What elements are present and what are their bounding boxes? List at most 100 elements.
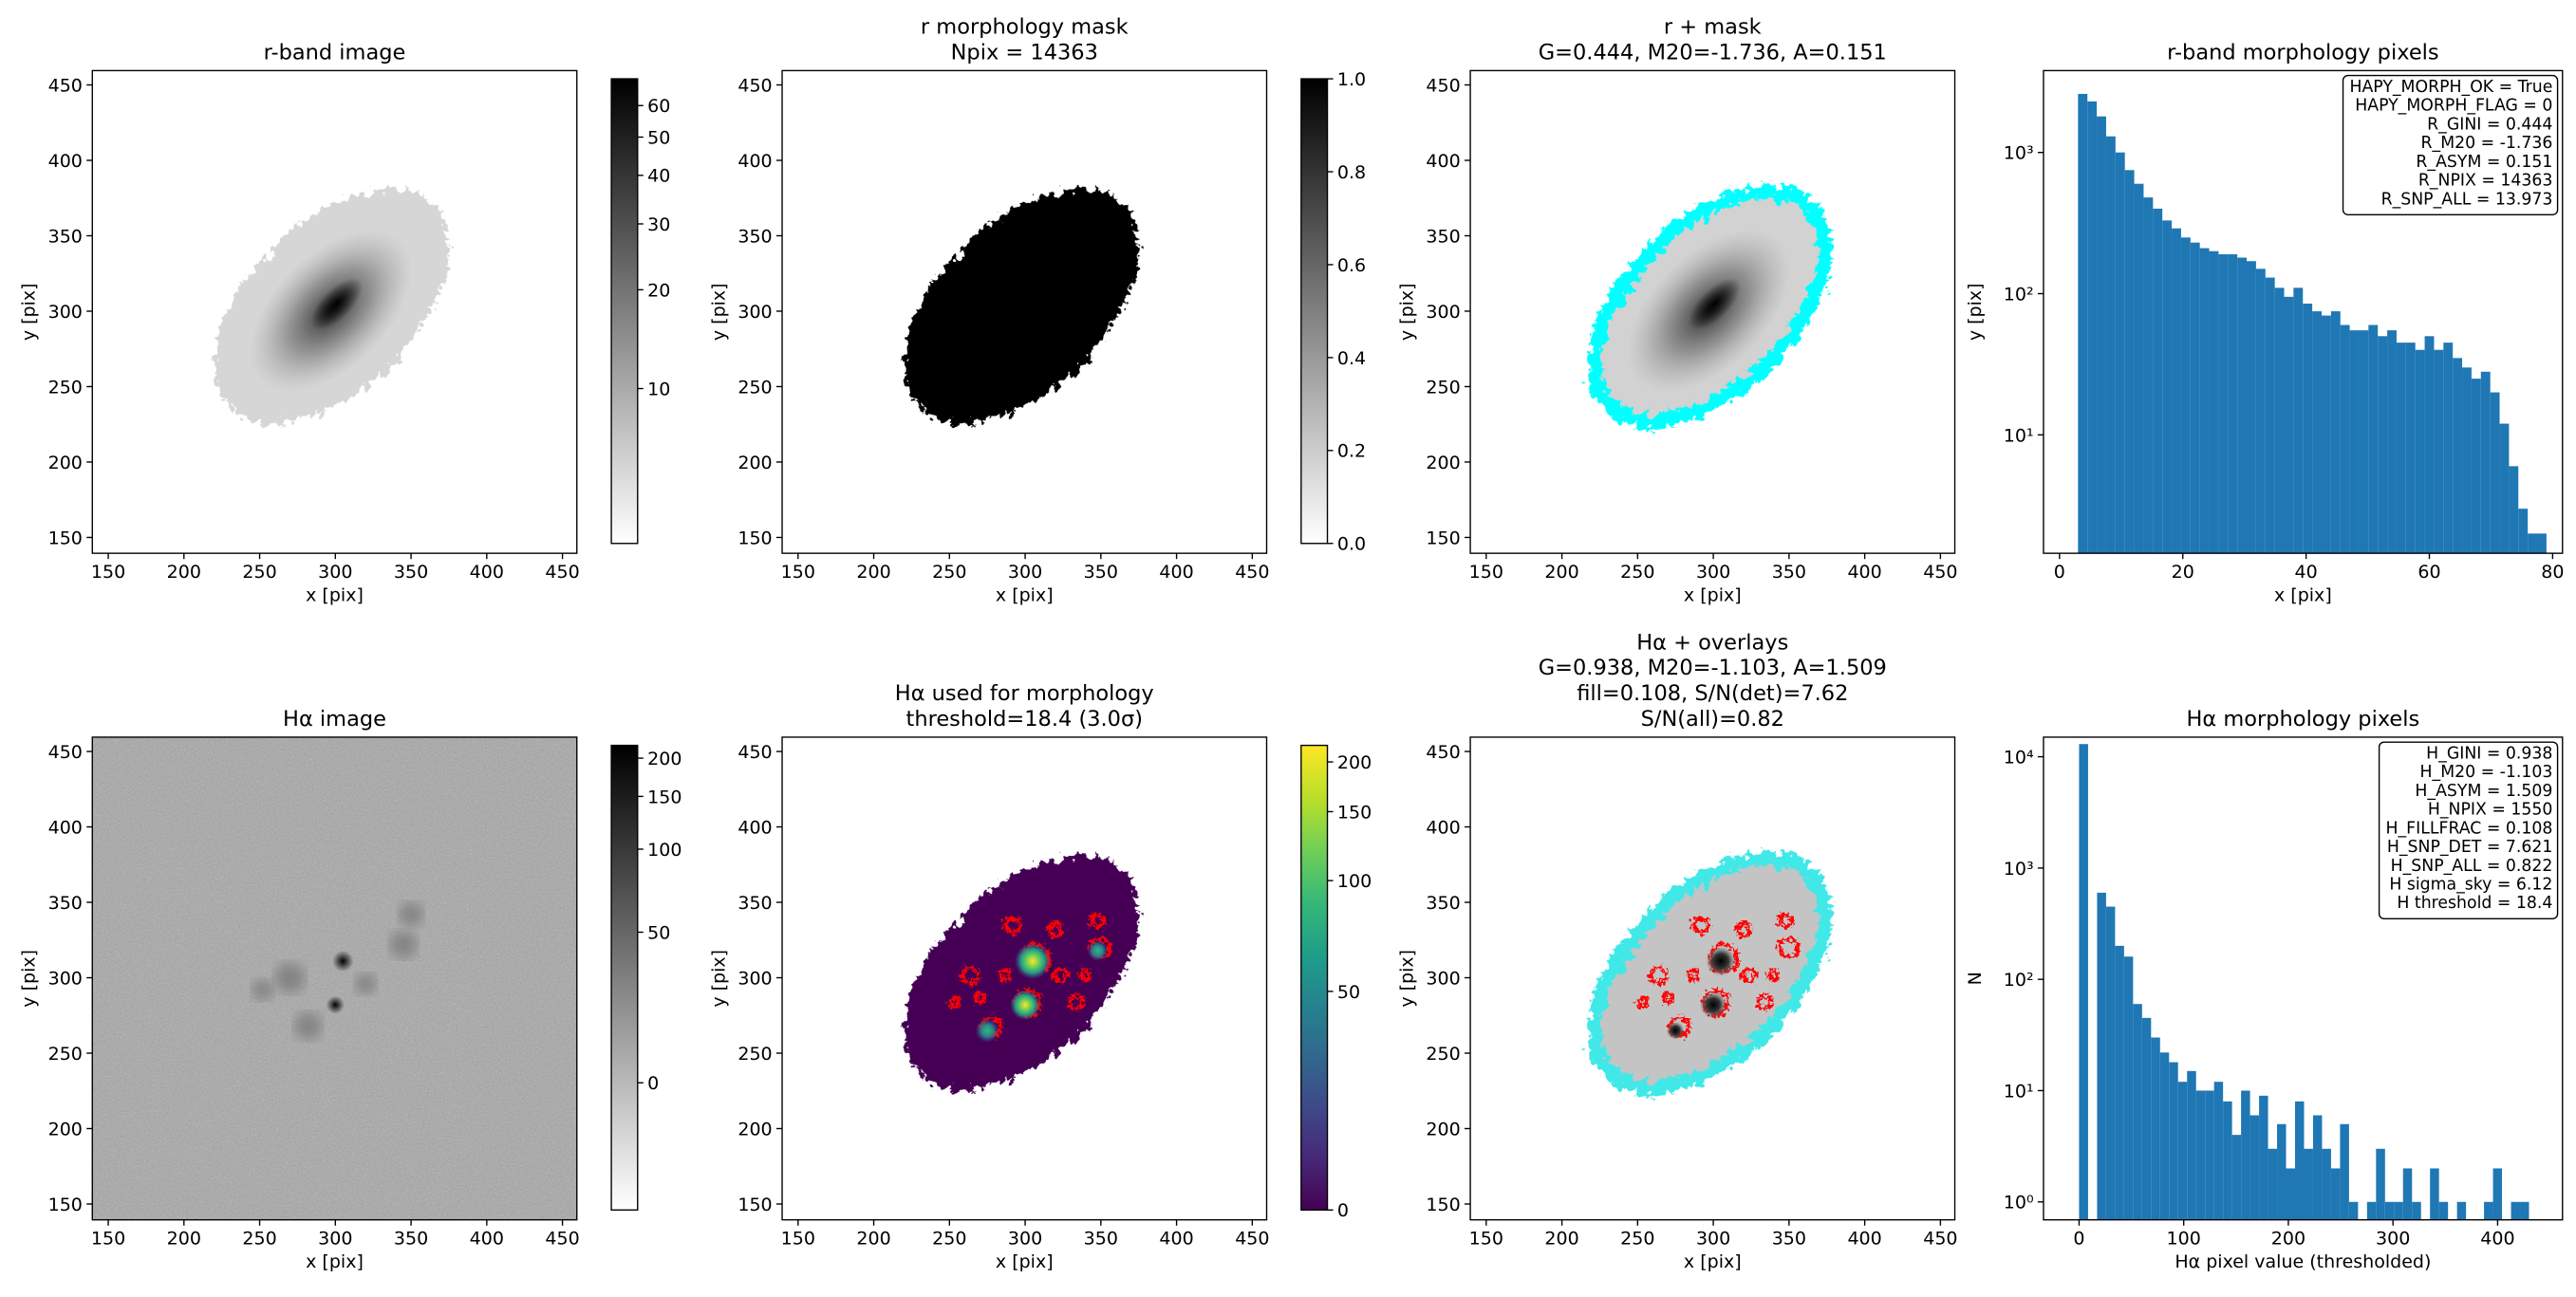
panel-title: threshold=18.4 (3.0σ) [906,707,1144,732]
panel-title: Hα image [283,707,386,732]
x-tick-label: 300 [1696,1229,1730,1250]
y-tick-label: 350 [1426,226,1460,247]
bar [2537,533,2547,554]
overlay-region [1732,924,1749,941]
stats-line: H_GINI = 0.938 [2426,744,2552,763]
x-tick-label: 300 [1696,562,1730,583]
x-tick-label: 300 [2376,1229,2410,1250]
galaxy-region [905,861,1140,1095]
x-tick-label: 150 [91,562,125,583]
y-tick-label: 450 [737,742,772,763]
y-tick-label: 150 [737,1195,772,1215]
y-tick-label: 350 [737,226,772,247]
axes-frame [1469,736,1956,1221]
axes-frame [2043,69,2564,554]
stats-line: R_M20 = -1.736 [2421,134,2553,153]
bar [2492,1168,2503,1220]
colorbar-tick-label: 50 [1337,982,1360,1003]
colorbar-tick-label: 200 [647,749,681,769]
panel-title: S/N(all)=0.82 [1641,707,1784,732]
colorbar-tick-label: 0.6 [1337,255,1366,276]
y-tick-label: 250 [1426,377,1460,398]
y-axis-label: y [pix] [1397,950,1418,1008]
x-tick-label: 450 [545,1229,579,1250]
bar [2293,287,2304,554]
x-tick-label: 250 [932,562,966,583]
bar [2115,945,2124,1220]
y-tick-label: 150 [1426,528,1460,548]
bar [2213,1082,2224,1220]
bar [2321,315,2331,554]
x-tick-label: 150 [1469,562,1503,583]
x-tick-label: 200 [1544,1229,1578,1250]
x-tick-label: 300 [318,562,352,583]
y-tick-label: 200 [1426,453,1460,473]
image-noise [92,736,577,1220]
y-tick-label: 300 [48,302,83,323]
bar [2087,101,2098,554]
y-tick-label: 10³ [2004,143,2034,164]
emission-knot [1014,942,1052,980]
bar [2480,371,2491,554]
y-tick-label: 300 [737,302,772,323]
colorbar-tick-label: 0 [1337,1200,1349,1221]
bar [2268,1148,2278,1220]
y-tick-label: 250 [737,377,772,398]
panel-title: Hα used for morphology [895,681,1154,706]
x-tick-label: 250 [242,1229,276,1250]
bar [2249,1115,2260,1220]
overlay-region [1764,971,1778,985]
y-tick-label: 150 [48,1195,83,1215]
overlay-region [945,998,960,1011]
panel-title: G=0.444, M20=-1.736, A=0.151 [1539,40,1887,65]
stats-line: R_ASYM = 0.151 [2416,153,2552,172]
panel: 0 50 100 150 200 150 200 250 300 350 400 450 150 200 2… [19,707,682,1272]
stats-line: H_NPIX = 1550 [2428,801,2552,820]
bar [2286,1168,2295,1220]
y-tick-label: 450 [1426,742,1460,763]
bar [2123,956,2134,1220]
bar [2134,183,2144,554]
panel: 150 200 250 300 350 400 450 150 200 250 300 350 400 4… [1397,14,1958,605]
x-axis-label: x [pix] [996,1251,1054,1272]
colorbar [1300,78,1329,545]
y-tick-label: 250 [48,377,83,398]
overlay-region [1000,918,1020,938]
bar [2396,343,2406,554]
y-tick-label: 350 [1426,893,1460,914]
y-tick-label: 10¹ [2004,1081,2034,1102]
faint-region [274,962,306,993]
colorbar-tick-label: 1.0 [1337,69,1366,90]
bar [2284,296,2294,554]
bar [2159,1052,2170,1220]
x-tick-label: 450 [545,562,579,583]
image [905,861,1140,1095]
y-tick-label: 400 [737,151,772,172]
bar [2376,1148,2385,1220]
stats-line: R_SNP_ALL = 13.973 [2381,190,2553,209]
x-tick-label: 350 [1084,562,1118,583]
bar [2187,1070,2196,1220]
faint-region [294,1012,322,1040]
x-tick-label: 400 [2480,1229,2514,1250]
stats-line: H_SNP_ALL = 0.822 [2391,857,2553,876]
bar [2340,324,2350,554]
x-tick-label: 250 [1620,562,1654,583]
bar [2209,250,2219,554]
bar [2151,1037,2160,1220]
y-tick-label: 250 [737,1044,772,1065]
colorbar-tick-label: 200 [1337,752,1372,773]
emission-knot [1010,990,1041,1021]
overlay-region [1075,971,1090,985]
stats-line: H sigma_sky = 6.12 [2389,876,2552,895]
y-tick-label: 10² [2004,284,2034,305]
colorbar-tick-label: 30 [647,214,670,235]
y-tick-label: 150 [48,528,83,548]
bar [2180,237,2191,554]
faint-region [389,931,418,958]
bar [2384,1201,2395,1220]
overlay-region [1086,915,1103,932]
overlay-region [1065,996,1082,1013]
faint-region [355,973,377,994]
